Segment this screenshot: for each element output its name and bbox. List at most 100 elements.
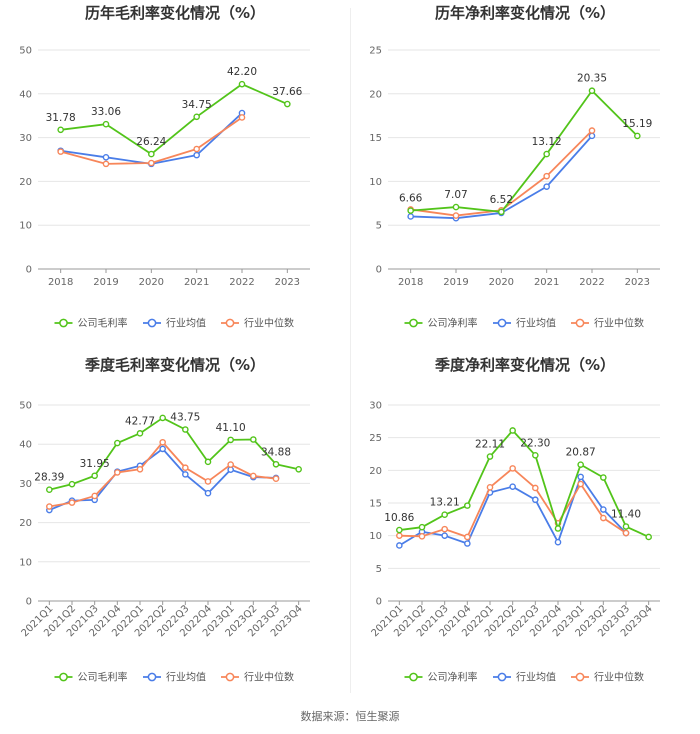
data-label: 6.52 — [490, 194, 513, 206]
legend-label: 行业中位数 — [244, 671, 294, 684]
y-tick-label: 10 — [19, 557, 32, 568]
legend-item: 公司净利率 — [404, 671, 478, 684]
x-tick-label: 2022 — [229, 277, 254, 288]
legend-label: 行业均值 — [516, 671, 556, 684]
legend-label: 行业中位数 — [594, 317, 644, 330]
y-tick-label: 20 — [19, 518, 32, 529]
data-label: 26.24 — [136, 136, 166, 148]
data-point-industry-median — [148, 159, 155, 167]
chart-title: 季度净利率变化情况（%） — [435, 356, 615, 374]
y-tick-label: 30 — [19, 479, 32, 490]
legend-label: 行业中位数 — [244, 317, 294, 330]
legend-item: 行业中位数 — [571, 317, 644, 330]
legend-item: 行业中位数 — [221, 317, 294, 330]
x-tick-label: 2021 — [184, 277, 209, 288]
data-point-industry-mean — [464, 540, 471, 547]
data-point-industry-median — [182, 464, 189, 472]
y-tick-label: 50 — [19, 401, 32, 412]
data-label: 7.07 — [444, 189, 467, 201]
data-point-industry-median — [204, 478, 212, 485]
data-label: 22.30 — [520, 437, 550, 449]
data-point-company — [68, 480, 76, 488]
legend-label: 公司毛利率 — [78, 671, 128, 684]
legend-marker — [59, 318, 68, 328]
data-point-company — [238, 80, 246, 88]
data-point-company — [532, 452, 539, 459]
legend-marker — [575, 318, 585, 328]
data-point-industry-median — [227, 461, 234, 468]
data-point-company — [227, 436, 234, 444]
data-point-company — [441, 511, 448, 518]
legend-label: 行业中位数 — [594, 671, 644, 684]
x-tick-label: 2023 — [625, 277, 650, 288]
data-point-industry-mean — [159, 445, 166, 453]
data-point-industry-mean — [543, 183, 550, 190]
data-point-industry-median — [238, 114, 246, 121]
legend-label: 公司净利率 — [428, 671, 478, 684]
y-tick-label: 20 — [369, 466, 382, 477]
y-tick-label: 0 — [376, 265, 382, 276]
data-point-industry-median — [509, 465, 516, 472]
data-point-company — [554, 525, 562, 532]
data-point-industry-median — [91, 492, 98, 500]
data-point-company — [622, 523, 630, 530]
data-point-industry-median — [114, 469, 121, 476]
data-point-industry-mean — [407, 213, 414, 220]
data-label: 13.21 — [430, 497, 460, 509]
data-point-company — [284, 100, 291, 108]
data-point-industry-median — [396, 532, 403, 539]
data-point-company — [182, 426, 189, 433]
y-tick-label: 5 — [376, 221, 382, 232]
legend-marker — [575, 672, 585, 682]
data-point-industry-median — [577, 480, 584, 488]
data-label: 6.66 — [399, 193, 423, 205]
y-tick-label: 10 — [369, 177, 382, 188]
data-point-industry-mean — [193, 151, 200, 159]
data-point-industry-mean — [600, 506, 607, 513]
data-point-industry-mean — [102, 154, 110, 161]
data-point-industry-median — [600, 514, 607, 522]
data-point-company — [250, 436, 257, 443]
data-point-company — [46, 486, 53, 494]
y-tick-label: 15 — [369, 133, 382, 144]
x-tick-label: 2019 — [93, 277, 118, 288]
data-point-industry-median — [486, 484, 494, 491]
legend-label: 公司净利率 — [428, 317, 478, 330]
chart-title: 历年净利率变化情况（%） — [435, 4, 615, 22]
series-line-company — [49, 417, 299, 491]
data-point-company — [634, 132, 641, 140]
data-label: 28.39 — [34, 472, 64, 484]
y-tick-label: 50 — [19, 46, 32, 57]
series-line-company — [399, 429, 650, 538]
y-tick-label: 25 — [369, 46, 382, 57]
legend-item: 公司毛利率 — [54, 671, 128, 684]
data-point-company — [272, 460, 280, 468]
legend-item: 行业中位数 — [571, 671, 644, 684]
data-point-company — [418, 523, 426, 531]
data-point-industry-median — [57, 148, 64, 155]
legend-marker — [497, 318, 507, 328]
data-label: 11.40 — [611, 509, 641, 521]
y-tick-label: 10 — [369, 531, 382, 542]
data-label: 20.35 — [577, 73, 607, 85]
x-tick-label: 2018 — [48, 277, 73, 288]
data-point-industry-median — [441, 525, 448, 533]
series-line-company — [410, 89, 638, 213]
legend-label: 行业均值 — [166, 317, 206, 330]
data-point-company — [57, 126, 64, 134]
data-point-industry-median — [193, 145, 200, 153]
legend-marker — [225, 672, 235, 682]
data-point-industry-median — [418, 533, 426, 540]
chart-title: 历年毛利率变化情况（%） — [85, 4, 265, 22]
data-point-industry-median — [102, 160, 110, 168]
data-point-industry-mean — [396, 542, 403, 549]
data-point-industry-mean — [577, 473, 584, 481]
x-tick-label: 2019 — [443, 277, 468, 288]
data-label: 20.87 — [566, 447, 596, 459]
data-point-company — [148, 150, 155, 158]
y-tick-label: 0 — [26, 265, 32, 276]
legend-item: 公司毛利率 — [54, 317, 128, 330]
data-point-company — [91, 472, 98, 480]
data-point-company — [600, 474, 607, 481]
y-tick-label: 15 — [369, 499, 382, 510]
